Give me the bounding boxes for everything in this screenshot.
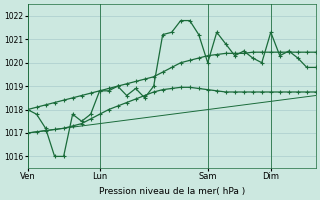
- X-axis label: Pression niveau de la mer( hPa ): Pression niveau de la mer( hPa ): [99, 187, 245, 196]
